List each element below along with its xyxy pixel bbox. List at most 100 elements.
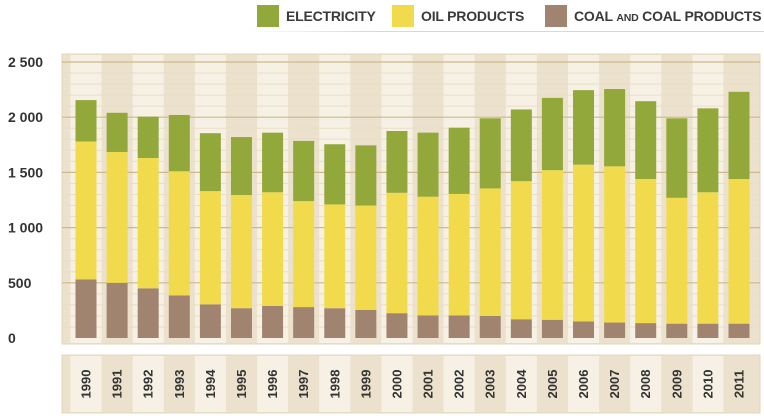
bar-electricity-2006 xyxy=(573,90,595,165)
x-tick-label: 1995 xyxy=(234,370,249,399)
x-tick-label: 2003 xyxy=(483,370,498,399)
bar-electricity-1999 xyxy=(355,145,377,206)
x-axis-alternate-column xyxy=(381,356,413,412)
bar-coal-and-coal-products-1997 xyxy=(293,307,315,338)
bar-electricity-1993 xyxy=(168,114,190,172)
legend-label-oil-products: OIL PRODUCTS xyxy=(421,8,525,24)
x-tick-label: 2009 xyxy=(669,370,684,399)
bar-electricity-2000 xyxy=(386,131,408,193)
x-axis-alternate-column xyxy=(505,356,537,412)
bar-oil-products-2005 xyxy=(541,170,563,320)
bar-electricity-1996 xyxy=(262,132,284,193)
bar-oil-products-2000 xyxy=(386,192,408,314)
legend-swatch-electricity xyxy=(257,5,279,27)
bar-electricity-2009 xyxy=(666,118,688,198)
bar-coal-and-coal-products-2008 xyxy=(635,323,657,338)
bar-electricity-2008 xyxy=(635,101,657,180)
x-tick-label: 1998 xyxy=(327,370,342,399)
x-tick-label: 1996 xyxy=(265,370,280,399)
x-axis-alternate-column xyxy=(692,356,724,412)
x-axis-alternate-column xyxy=(257,356,289,412)
x-axis-alternate-column xyxy=(443,356,475,412)
legend-label-coal: COAL AND COAL PRODUCTS xyxy=(574,8,762,24)
bar-coal-and-coal-products-2004 xyxy=(510,319,532,338)
legend-label-electricity: ELECTRICITY xyxy=(286,8,376,24)
bar-coal-and-coal-products-2005 xyxy=(541,319,563,338)
bar-oil-products-2003 xyxy=(479,188,501,316)
x-axis-alternate-columns xyxy=(70,356,724,412)
bar-coal-and-coal-products-1999 xyxy=(355,309,377,338)
bar-coal-and-coal-products-1992 xyxy=(137,288,159,338)
bar-coal-and-coal-products-2010 xyxy=(697,323,719,338)
x-axis: 1990 1991 1992 1993 1994 1995 1996 1997 1998 1999… xyxy=(79,369,747,399)
bar-oil-products-2009 xyxy=(666,197,688,324)
x-tick-label: 1992 xyxy=(141,370,156,399)
bar-electricity-2007 xyxy=(604,89,626,167)
x-tick-label: 1999 xyxy=(358,370,373,399)
legend-swatch-coal xyxy=(545,5,567,27)
x-tick-label: 2001 xyxy=(421,370,436,399)
bar-coal-and-coal-products-2011 xyxy=(728,323,750,338)
x-tick-label: 2007 xyxy=(607,370,622,399)
x-tick-label: 1991 xyxy=(110,370,125,399)
y-tick-label: 2 000 xyxy=(8,109,43,125)
x-tick-label: 1993 xyxy=(172,370,187,399)
y-tick-label: 0 xyxy=(8,330,16,346)
bar-coal-and-coal-products-2009 xyxy=(666,323,688,338)
bar-oil-products-1990 xyxy=(75,141,97,280)
bar-oil-products-2008 xyxy=(635,179,657,324)
bar-oil-products-2011 xyxy=(728,179,750,324)
x-axis-alternate-column xyxy=(567,356,600,412)
bar-coal-and-coal-products-1991 xyxy=(106,282,128,338)
bar-coal-and-coal-products-2002 xyxy=(448,315,470,338)
x-axis-alternate-column xyxy=(70,356,102,412)
bar-coal-and-coal-products-1990 xyxy=(75,279,97,338)
y-tick-label: 2 500 xyxy=(8,54,43,70)
bar-oil-products-1998 xyxy=(324,204,346,309)
bar-oil-products-1997 xyxy=(293,201,315,308)
y-tick-label: 1 500 xyxy=(8,164,43,180)
bar-oil-products-2010 xyxy=(697,192,719,324)
bar-oil-products-1992 xyxy=(137,158,159,289)
x-tick-label: 2000 xyxy=(389,370,404,399)
bar-oil-products-1993 xyxy=(168,171,190,296)
bar-electricity-1997 xyxy=(293,140,315,202)
x-tick-label: 2011 xyxy=(732,370,747,398)
bar-coal-and-coal-products-1995 xyxy=(230,308,252,338)
y-tick-label: 500 xyxy=(8,275,32,291)
x-tick-label: 2002 xyxy=(452,370,467,399)
x-axis-alternate-column xyxy=(194,356,226,412)
bar-electricity-1990 xyxy=(75,100,97,142)
x-tick-label: 2010 xyxy=(700,370,715,399)
bar-oil-products-2002 xyxy=(448,193,470,316)
bar-electricity-2004 xyxy=(510,109,532,182)
bar-electricity-1998 xyxy=(324,144,346,205)
bar-coal-and-coal-products-2007 xyxy=(604,322,626,338)
bar-electricity-2002 xyxy=(448,127,470,194)
bar-electricity-2010 xyxy=(697,108,719,193)
x-tick-label: 1994 xyxy=(203,369,218,399)
bar-electricity-2001 xyxy=(417,132,439,197)
bar-coal-and-coal-products-1996 xyxy=(262,305,284,338)
x-axis-alternate-column xyxy=(630,356,662,412)
y-tick-label: 1 000 xyxy=(8,220,43,236)
bar-electricity-1995 xyxy=(230,137,252,196)
x-axis-alternate-column xyxy=(319,356,351,412)
bar-coal-and-coal-products-1998 xyxy=(324,308,346,338)
bar-coal-and-coal-products-2001 xyxy=(417,315,439,338)
bar-oil-products-2001 xyxy=(417,196,439,316)
bar-electricity-1994 xyxy=(199,133,221,192)
bar-coal-and-coal-products-2006 xyxy=(573,321,595,338)
bar-electricity-2003 xyxy=(479,118,501,189)
bar-electricity-2005 xyxy=(541,97,563,171)
legend-divider xyxy=(245,31,764,32)
bars xyxy=(75,89,750,338)
bar-coal-and-coal-products-1993 xyxy=(168,295,190,338)
chart-legend: ELECTRICITY OIL PRODUCTS COAL AND COAL P… xyxy=(0,0,764,40)
bar-coal-and-coal-products-2000 xyxy=(386,313,408,338)
bar-oil-products-1995 xyxy=(230,195,252,309)
x-tick-label: 2008 xyxy=(638,370,653,399)
y-axis: 0 500 1 000 1 500 2 000 2 500 xyxy=(8,54,43,346)
bar-electricity-1991 xyxy=(106,112,128,152)
